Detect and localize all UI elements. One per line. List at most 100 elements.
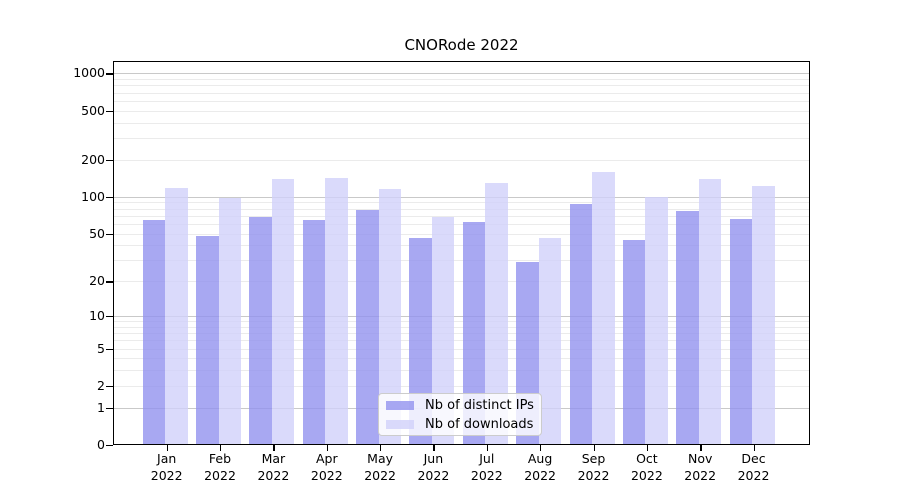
y-tick [106,281,113,283]
x-tick [273,445,275,451]
y-tick [106,348,113,350]
bar-downloads-may [378,189,402,445]
x-tick [593,445,595,451]
x-tick [380,445,382,451]
x-tick [433,445,435,451]
bar-downloads-mar [271,178,295,445]
gridline-minor [113,348,810,350]
bar-downloads-dec [752,186,775,445]
gridline-minor [113,202,810,204]
plot-area [113,61,810,445]
y-tick-label: 1 [97,399,105,415]
bar-distinct-ips-sep [569,204,592,445]
bar-distinct-ips-nov [676,211,699,445]
y-tick [106,316,113,318]
gridline-major [113,316,810,317]
y-tick-label: 10 [89,308,105,323]
gridline-minor [113,122,810,124]
x-tick [326,445,329,451]
gridline-minor [113,138,810,139]
bar-downloads-nov [698,178,722,445]
gridline-minor [113,281,810,283]
y-tick [106,73,113,75]
x-tick-label-sep: Sep 2022 [577,451,610,483]
chart-title: CNORode 2022 [404,36,519,54]
bar-distinct-ips-dec [729,218,753,445]
gridline-major [113,73,810,75]
y-tick-label: 1000 [73,65,105,81]
gridline-minor [113,370,810,372]
gridline-minor [113,340,810,342]
x-tick-label-aug: Aug 2022 [524,451,556,483]
bar-downloads-feb [218,198,242,445]
y-tick [106,407,113,410]
legend-label-distinct-ips: Nb of distinct IPs [425,397,534,413]
y-tick-label: 500 [81,102,105,118]
gridline-minor [113,100,810,102]
gridline-minor [113,326,810,328]
legend-item-downloads: Nb of downloads [386,417,541,432]
y-tick-label: 200 [81,151,105,167]
gridline-minor [113,85,810,87]
y-tick [106,385,113,388]
bar-distinct-ips-jul [462,222,486,445]
y-tick-label: 2 [97,377,105,393]
y-tick [106,110,113,112]
gridline-minor [113,260,810,262]
gridline-minor [113,223,810,225]
bar-downloads-apr [325,177,348,445]
bar-distinct-ips-mar [249,217,272,445]
y-tick [106,159,113,162]
gridline-minor [113,110,810,112]
legend: Nb of distinct IPs Nb of downloads [378,393,542,436]
y-tick-label: 5 [97,340,105,356]
y-tick [106,196,113,199]
gridline-minor [113,208,810,210]
x-tick [166,445,169,451]
x-tick [220,445,222,451]
x-tick-label-oct: Oct 2022 [630,451,663,483]
bar-distinct-ips-feb [196,235,219,445]
x-tick-label-may: May 2022 [364,451,396,483]
bar-distinct-ips-may [356,210,379,445]
bar-downloads-jan [165,188,188,445]
gridline-minor [113,79,810,80]
gridline-major [113,196,810,198]
bar-distinct-ips-apr [302,219,326,445]
gridline-minor [113,215,810,217]
gridline-minor [113,92,810,94]
x-tick-label-nov: Nov 2022 [684,451,717,483]
x-tick-label-jul: Jul 2022 [470,451,503,483]
gridline-minor [113,385,810,387]
y-tick-label: 100 [81,188,105,204]
gridline-minor [113,358,810,360]
bar-distinct-ips-jan [142,219,166,445]
legend-label-downloads: Nb of downloads [425,416,534,432]
x-tick [646,445,649,451]
gridline-minor [113,159,810,161]
legend-swatch-distinct-ips [386,400,414,410]
y-tick-label: 50 [89,225,105,241]
x-tick-label-feb: Feb 2022 [204,451,236,483]
x-tick-label-jan: Jan 2022 [150,451,183,483]
bar-downloads-aug [538,237,562,445]
y-tick [106,233,113,235]
x-tick-label-mar: Mar 2022 [257,451,290,483]
x-tick-label-dec: Dec 2022 [737,451,770,483]
x-tick-label-apr: Apr 2022 [310,451,343,483]
x-tick [753,445,755,451]
x-tick [700,445,702,451]
x-tick [486,445,489,451]
gridline-minor [113,233,810,235]
gridline-minor [113,333,810,335]
x-tick [540,445,542,451]
bar-downloads-sep [592,172,615,445]
legend-swatch-downloads [386,419,414,429]
gridline-minor [113,321,810,323]
legend-item-distinct-ips: Nb of distinct IPs [386,398,541,413]
y-tick [106,445,113,447]
y-tick-label: 20 [89,273,105,289]
x-tick-label-jun: Jun 2022 [417,451,450,483]
y-tick-label: 0 [97,437,105,452]
